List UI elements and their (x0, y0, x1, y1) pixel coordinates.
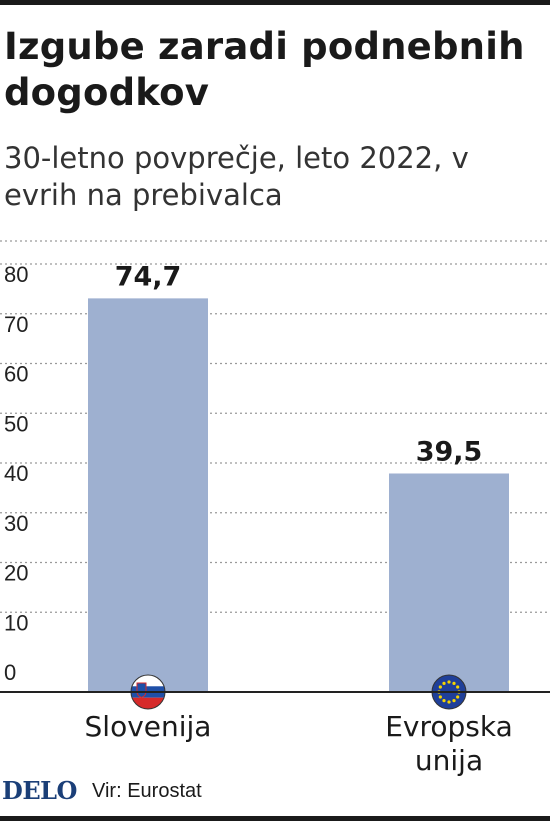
y-tick-label: 50 (4, 411, 28, 436)
eu-star (438, 685, 442, 689)
eu-star (442, 681, 446, 685)
y-tick-label: 20 (4, 561, 28, 586)
y-tick-label: 40 (4, 461, 28, 486)
y-tick-label: 80 (4, 262, 28, 287)
eu-star (442, 699, 446, 703)
y-tick-label: 70 (4, 312, 28, 337)
eu-star (447, 700, 451, 704)
bar (88, 298, 208, 692)
eu-star (452, 699, 456, 703)
flag-coat-of-arms (136, 682, 147, 699)
y-tick-label: 30 (4, 511, 28, 536)
value-labels: 74,7 39,5 (115, 261, 483, 467)
delo-logo: DELO (2, 776, 77, 805)
top-rule (0, 0, 550, 5)
y-tick-label: 10 (4, 610, 28, 635)
category-label: Evropska unija (385, 710, 513, 777)
eu-star (452, 681, 456, 685)
flag-stripe-red (131, 697, 165, 709)
y-tick-label: 0 (4, 660, 16, 685)
bar-chart: 0 10 20 30 40 50 60 70 80 74,7 39,5 (0, 240, 550, 710)
bars (88, 298, 509, 692)
source-note: Vir: Eurostat (92, 780, 202, 802)
bar (389, 473, 509, 692)
eu-star (456, 695, 460, 699)
value-label: 39,5 (416, 436, 483, 467)
eu-star (456, 685, 460, 689)
eu-star (447, 680, 451, 684)
chart-title: Izgube zaradi podnebnih dogodkov (4, 25, 525, 114)
category-label: Slovenija (84, 710, 212, 743)
chart-subtitle: 30-letno povprečje, leto 2022, v evrih n… (4, 141, 469, 212)
y-axis-ticks: 0 10 20 30 40 50 60 70 80 (4, 262, 28, 685)
bottom-rule (0, 816, 550, 821)
eu-star (438, 695, 442, 699)
flag-stripe-white (131, 675, 165, 687)
value-label: 74,7 (115, 261, 182, 292)
y-tick-label: 60 (4, 362, 28, 387)
footer: DELO Vir: Eurostat (0, 772, 550, 808)
